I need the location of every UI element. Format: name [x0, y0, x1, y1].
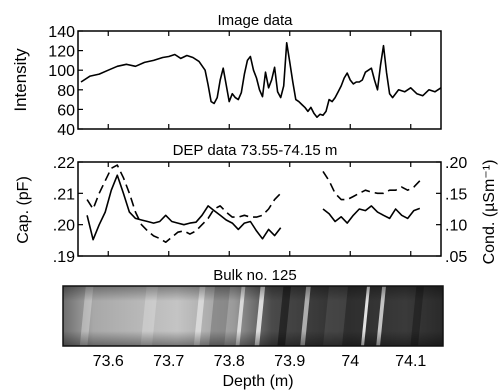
bulk-core-panel: Bulk no. 125 73.6 73.7 73.8 73.9 74 74.1 Dept…	[62, 267, 444, 390]
capacitance-y-tick-label: .21	[53, 186, 75, 203]
conductivity-y-tick-label: .05	[445, 249, 467, 266]
image-data-y-ticks: 40 60 80 100 120 140	[48, 24, 83, 139]
core-photo	[62, 285, 444, 347]
capacitance-y-tick-label: .19	[53, 249, 75, 266]
depth-tick-label: 73.6	[93, 353, 124, 370]
dep-data-frame	[77, 161, 442, 257]
image-data-y-tick-label: 140	[48, 24, 75, 41]
bulk-title: Bulk no. 125	[213, 267, 296, 284]
image-data-y-tick-label: 80	[57, 83, 75, 100]
depth-tick-label: 74	[341, 353, 359, 370]
depth-tick-label: 73.9	[274, 353, 305, 370]
depth-tick-labels: 73.6 73.7 73.8 73.9 74 74.1	[93, 353, 427, 370]
image-data-frame	[77, 30, 442, 130]
capacitance-series-line-1	[322, 205, 421, 224]
dep-data-panel: DEP data 73.55-74.15 m .19 .20 .21 .22 .05.…	[15, 142, 498, 266]
conductivity-series-line-1	[322, 170, 421, 201]
dep-data-x-ticks	[107, 162, 412, 256]
conductivity-y-tick-label: .20	[445, 155, 467, 172]
conductivity-y-ticks: .05 .10 .15 .20	[436, 155, 467, 266]
capacitance-y-tick-label: .22	[53, 155, 75, 172]
intensity-axis-label: Intensity	[11, 48, 30, 112]
depth-tick-label: 74.1	[395, 353, 426, 370]
conductivity-y-tick-label: .15	[445, 186, 467, 203]
image-data-y-tick-label: 120	[48, 44, 75, 61]
depth-tick-label: 73.8	[214, 353, 245, 370]
image-data-y-tick-label: 60	[57, 102, 75, 119]
image-data-x-ticks	[107, 31, 412, 129]
image-data-y-tick-label: 40	[57, 122, 75, 139]
capacitance-axis-label: Cap. (pF)	[15, 176, 32, 244]
depth-axis-label: Depth (m)	[222, 373, 293, 390]
dep-data-title: DEP data 73.55-74.15 m	[173, 142, 338, 159]
conductivity-y-tick-label: .10	[445, 218, 467, 235]
capacitance-y-ticks: .19 .20 .21 .22	[53, 155, 83, 266]
image-data-title: Image data	[217, 12, 293, 29]
conductivity-axis-label: Cond. (µSm⁻¹)	[481, 160, 498, 265]
capacitance-series-line-0	[86, 174, 282, 241]
dep-series	[86, 164, 421, 243]
image-data-y-tick-label: 100	[48, 63, 75, 80]
capacitance-y-tick-label: .20	[53, 218, 75, 235]
image-data-panel: Image data 40 60 80 100 120 140 Intensity	[11, 12, 442, 139]
depth-tick-label: 73.7	[153, 353, 184, 370]
intensity-series-line	[80, 42, 442, 118]
